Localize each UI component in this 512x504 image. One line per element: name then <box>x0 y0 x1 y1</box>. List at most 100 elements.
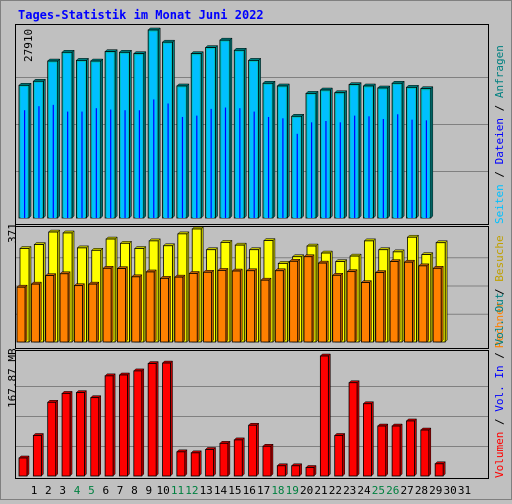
legend-visits: Rechner / Besuche <box>493 235 506 348</box>
bar-volumen-21-face <box>305 467 315 477</box>
bar-rechner-14-face <box>203 271 212 343</box>
bar-dateien-10 <box>153 99 155 218</box>
bar-volumen-5-face <box>76 392 85 477</box>
bar-dateien-20 <box>296 133 298 218</box>
bar-dateien-14 <box>210 108 212 218</box>
bar-dateien-29 <box>425 120 427 218</box>
bar-volumen-30-face <box>434 463 444 477</box>
bar-dateien-16 <box>239 108 241 218</box>
bar-dateien-22 <box>325 121 327 218</box>
x-tick-day-9: 9 <box>145 484 152 497</box>
bar-rechner-7-face <box>102 267 112 343</box>
bar-rechner-22 <box>317 260 329 343</box>
x-tick-day-31: 31 <box>458 484 471 497</box>
x-tick-day-13: 13 <box>200 484 213 497</box>
bar-rechner-25 <box>360 280 373 343</box>
bar-dateien-4 <box>67 111 69 218</box>
bar-rechner-17 <box>245 268 258 343</box>
x-tick-day-22: 22 <box>329 484 342 497</box>
bar-volumen-19-face <box>276 465 286 477</box>
bar-volumen-29-face <box>420 429 430 477</box>
bar-volumen-12 <box>176 449 188 477</box>
bar-volumen-7-face <box>104 375 114 477</box>
bar-volumen-8-face <box>119 374 128 477</box>
bar-volumen-4-face <box>61 393 71 477</box>
bar-rechner-17-face <box>246 270 256 343</box>
bar-dateien-26 <box>382 118 384 218</box>
bar-rechner-16 <box>231 268 243 343</box>
bar-volumen-17-face <box>248 424 258 477</box>
x-tick-day-3: 3 <box>59 484 66 497</box>
bar-rechner-15-face <box>217 270 227 343</box>
x-tick-day-12: 12 <box>185 484 198 497</box>
bar-rechner-12 <box>174 274 186 343</box>
bar-volumen-28-face <box>406 420 415 477</box>
bar-rechner-29 <box>418 263 430 343</box>
x-tick-day-4: 4 <box>74 484 81 497</box>
y-max-label-volume: 167.87 MB <box>6 348 19 408</box>
legends: Seiten / Dateien / Anfragen Rechner / Bes… <box>493 45 506 478</box>
bar-volumen-18-face <box>262 445 272 477</box>
bar-volumen-22 <box>319 353 331 477</box>
legend-volume-item: Vol. Out <box>493 293 506 346</box>
legend-volume-item: Vol. In <box>493 365 506 411</box>
legend-volume-sep: / <box>493 346 506 366</box>
bar-rechner-9-face <box>131 276 141 343</box>
x-tick-day-2: 2 <box>45 484 52 497</box>
x-tick-day-5: 5 <box>88 484 95 497</box>
x-tick-day-24: 24 <box>357 484 371 497</box>
legend-volume-item: Volumen <box>493 432 506 478</box>
bar-volumen-24 <box>348 380 360 477</box>
bar-rechner-6 <box>88 281 100 343</box>
x-tick-day-26: 26 <box>386 484 399 497</box>
bar-rechner-8-face <box>117 268 126 343</box>
bar-rechner-19-face <box>274 270 284 343</box>
bar-volumen-2-face <box>32 435 42 477</box>
bar-rechner-18 <box>260 277 272 343</box>
bar-rechner-8 <box>116 265 129 343</box>
x-tick-day-19: 19 <box>286 484 299 497</box>
x-tick-day-20: 20 <box>300 484 313 497</box>
bar-dateien-15 <box>224 107 227 218</box>
bar-volumen-6 <box>90 395 102 477</box>
bar-dateien-9 <box>138 110 140 218</box>
bar-rechner-30 <box>432 265 444 343</box>
bar-rechner-15 <box>217 267 229 343</box>
bar-rechner-20-face <box>289 260 299 343</box>
bar-volumen-14-face <box>205 449 214 477</box>
legend-requests: Seiten / Dateien / Anfragen <box>493 45 506 224</box>
bar-dateien-6 <box>95 108 97 218</box>
bar-volumen-11 <box>161 360 174 477</box>
x-tick-day-15: 15 <box>228 484 241 497</box>
y-max-label-requests: 27910 <box>22 29 35 62</box>
bar-volumen-2 <box>32 432 44 477</box>
bar-dateien-12 <box>181 116 184 218</box>
bar-volumen-4 <box>61 390 73 477</box>
x-tick-day-14: 14 <box>214 484 228 497</box>
bar-volumen-6-face <box>90 397 100 477</box>
bar-rechner-9 <box>131 274 143 343</box>
x-tick-day-18: 18 <box>271 484 284 497</box>
bar-dateien-5 <box>81 111 83 218</box>
bar-rechner-6-face <box>88 283 98 343</box>
bar-rechner-20 <box>289 258 301 343</box>
bar-volumen-9-face <box>133 370 143 477</box>
bar-volumen-14 <box>204 446 217 477</box>
bars <box>16 27 448 477</box>
bar-rechner-25-face <box>360 282 370 343</box>
bar-dateien-23 <box>339 122 341 218</box>
bar-dateien-21 <box>311 122 313 218</box>
bar-volumen-7 <box>104 373 116 477</box>
x-tick-day-7: 7 <box>117 484 124 497</box>
bar-volumen-15 <box>219 440 231 477</box>
bar-rechner-11 <box>159 275 172 343</box>
bar-dateien-17 <box>253 111 255 218</box>
bar-dateien-3 <box>52 104 54 218</box>
bar-rechner-1-face <box>16 286 26 343</box>
bar-volumen-23-face <box>334 435 344 477</box>
bar-volumen-23 <box>334 432 346 477</box>
legend-volume-sep: / <box>493 412 506 432</box>
bar-rechner-16-face <box>231 270 241 343</box>
legend-requests-item: Anfragen <box>493 45 506 98</box>
